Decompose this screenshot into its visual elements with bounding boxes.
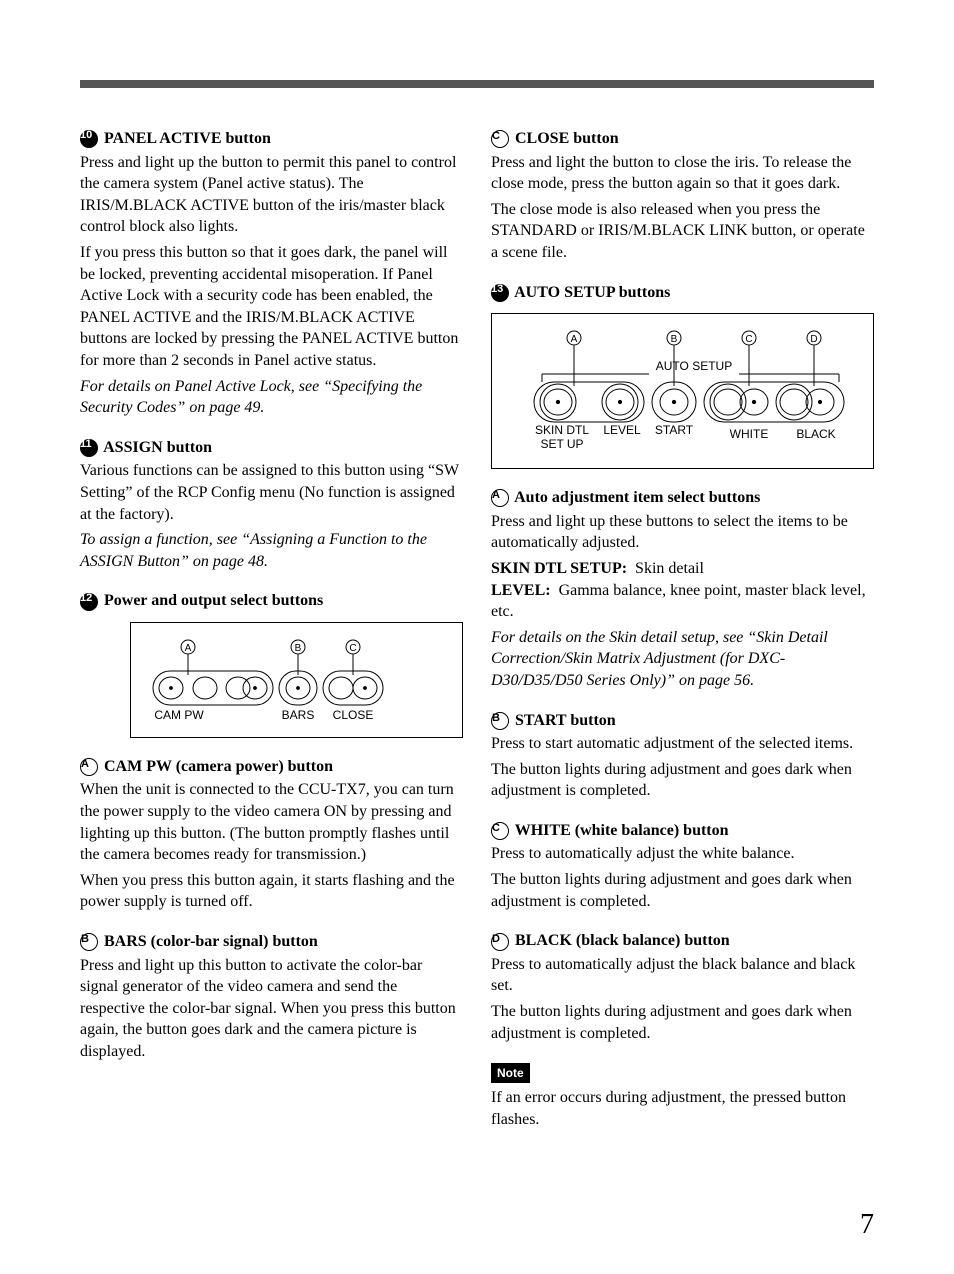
heading-text: CAM PW (camera power) button (104, 758, 333, 775)
section-black: D BLACK (black balance) button Press to … (491, 930, 874, 1044)
heading: A Auto adjustment item select buttons (491, 487, 874, 509)
letter-icon: A (491, 489, 509, 507)
letter-icon: B (80, 933, 98, 951)
term: SKIN DTL SETUP: (491, 560, 627, 577)
heading: C CLOSE button (491, 128, 874, 150)
heading: D BLACK (black balance) button (491, 930, 874, 952)
heading-text: BLACK (black balance) button (515, 932, 730, 949)
figure-power-output: A B C (130, 622, 463, 738)
heading-text: CLOSE button (515, 130, 619, 147)
svg-text:AUTO SETUP: AUTO SETUP (656, 359, 732, 373)
heading: 13 AUTO SETUP buttons (491, 282, 874, 304)
figure-svg: A B C D AUTO SETUP (504, 326, 864, 456)
paragraph: Press to automatically adjust the black … (491, 954, 874, 997)
section-start: B START button Press to start automatic … (491, 710, 874, 802)
section-power-output: 12 Power and output select buttons A B C (80, 590, 463, 738)
svg-text:B: B (671, 334, 678, 345)
heading-text: BARS (color-bar signal) button (104, 933, 318, 950)
letter-icon: C (491, 130, 509, 148)
letter-icon: B (491, 712, 509, 730)
heading: A CAM PW (camera power) button (80, 756, 463, 778)
svg-text:A: A (185, 643, 192, 654)
definition: Skin detail (635, 560, 704, 577)
heading-text: WHITE (white balance) button (515, 822, 729, 839)
section-bars: B BARS (color-bar signal) button Press a… (80, 931, 463, 1063)
number-icon: 10 (80, 130, 98, 148)
svg-text:BARS: BARS (282, 708, 315, 722)
number-icon: 13 (491, 284, 509, 302)
top-rule (80, 80, 874, 88)
heading: B BARS (color-bar signal) button (80, 931, 463, 953)
paragraph: The close mode is also released when you… (491, 199, 874, 264)
svg-text:SET UP: SET UP (540, 437, 583, 451)
paragraph: Various functions can be assigned to thi… (80, 460, 463, 525)
paragraph: Press and light up the button to permit … (80, 152, 463, 238)
page-number: 7 (860, 1206, 874, 1244)
heading: 12 Power and output select buttons (80, 590, 463, 612)
svg-text:B: B (295, 643, 302, 654)
definition-skin: SKIN DTL SETUP: Skin detail (491, 558, 874, 580)
paragraph: Press to start automatic adjustment of t… (491, 733, 874, 755)
svg-text:C: C (349, 643, 356, 654)
definition-level: LEVEL: Gamma balance, knee point, master… (491, 580, 874, 623)
svg-text:C: C (745, 334, 752, 345)
section-panel-active: 10 PANEL ACTIVE button Press and light u… (80, 128, 463, 419)
heading: C WHITE (white balance) button (491, 820, 874, 842)
heading: B START button (491, 710, 874, 732)
heading: 10 PANEL ACTIVE button (80, 128, 463, 150)
section-close: C CLOSE button Press and light the butto… (491, 128, 874, 264)
paragraph: If you press this button so that it goes… (80, 242, 463, 372)
svg-text:A: A (571, 334, 578, 345)
section-white: C WHITE (white balance) button Press to … (491, 820, 874, 912)
svg-text:CAM PW: CAM PW (154, 708, 204, 722)
paragraph: If an error occurs during adjustment, th… (491, 1087, 874, 1130)
left-column: 10 PANEL ACTIVE button Press and light u… (80, 128, 463, 1149)
paragraph: The button lights during adjustment and … (491, 1001, 874, 1044)
number-icon: 11 (80, 439, 98, 457)
letter-icon: C (491, 822, 509, 840)
heading-text: Power and output select buttons (104, 592, 323, 609)
cross-reference: To assign a function, see “Assigning a F… (80, 529, 463, 572)
paragraph: The button lights during adjustment and … (491, 759, 874, 802)
svg-text:CLOSE: CLOSE (333, 708, 374, 722)
page: 10 PANEL ACTIVE button Press and light u… (0, 0, 954, 1274)
number-icon: 12 (80, 593, 98, 611)
heading-text: AUTO SETUP buttons (514, 284, 670, 301)
heading-text: START button (515, 712, 616, 729)
paragraph: When you press this button again, it sta… (80, 870, 463, 913)
svg-text:START: START (655, 423, 694, 437)
letter-icon: D (491, 933, 509, 951)
svg-text:WHITE: WHITE (730, 427, 769, 441)
heading-text: Auto adjustment item select buttons (514, 489, 760, 506)
section-auto-adj-items: A Auto adjustment item select buttons Pr… (491, 487, 874, 691)
paragraph: Press and light up these buttons to sele… (491, 511, 874, 554)
heading: 11 ASSIGN button (80, 437, 463, 459)
svg-text:D: D (810, 334, 817, 345)
two-columns: 10 PANEL ACTIVE button Press and light u… (80, 128, 874, 1149)
term: LEVEL: (491, 582, 551, 599)
figure-auto-setup: A B C D AUTO SETUP (491, 313, 874, 469)
section-cam-pw: A CAM PW (camera power) button When the … (80, 756, 463, 913)
svg-text:BLACK: BLACK (796, 427, 835, 441)
note-label: Note (491, 1063, 530, 1083)
section-note: Note If an error occurs during adjustmen… (491, 1062, 874, 1130)
cross-reference: For details on the Skin detail setup, se… (491, 627, 874, 692)
letter-icon: A (80, 758, 98, 776)
heading-text: PANEL ACTIVE button (104, 130, 271, 147)
figure-svg: A B C (143, 635, 403, 725)
section-auto-setup: 13 AUTO SETUP buttons A B C (491, 282, 874, 470)
cross-reference: For details on Panel Active Lock, see “S… (80, 376, 463, 419)
paragraph: When the unit is connected to the CCU-TX… (80, 779, 463, 865)
svg-text:LEVEL: LEVEL (603, 423, 641, 437)
right-column: C CLOSE button Press and light the butto… (491, 128, 874, 1149)
paragraph: Press and light the button to close the … (491, 152, 874, 195)
svg-text:SKIN DTL: SKIN DTL (535, 423, 589, 437)
paragraph: Press to automatically adjust the white … (491, 843, 874, 865)
heading-text: ASSIGN button (103, 439, 212, 456)
section-assign: 11 ASSIGN button Various functions can b… (80, 437, 463, 573)
paragraph: The button lights during adjustment and … (491, 869, 874, 912)
paragraph: Press and light up this button to activa… (80, 955, 463, 1063)
